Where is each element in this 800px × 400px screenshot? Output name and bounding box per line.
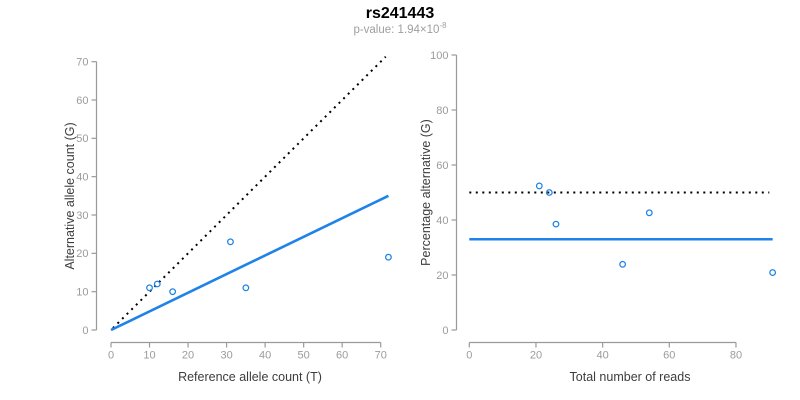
panel-counts: 0 10 20 30 40 50 60 70 0 10 20 30 40 50 60 70 Reference …: [63, 55, 392, 384]
x-tick-label: 60: [336, 350, 348, 362]
y-tick-label: 30: [76, 210, 88, 222]
x-tick-label: 50: [298, 350, 310, 362]
data-point: [769, 269, 777, 276]
data-point: [242, 284, 250, 292]
y-tick-label: 100: [430, 50, 448, 62]
y-tick-label: 50: [76, 133, 88, 145]
x-axis-title: Total number of reads: [570, 370, 691, 384]
x-tick-label: 0: [466, 350, 472, 362]
x-tick-label: 30: [220, 350, 232, 362]
x-tick-label: 80: [730, 350, 742, 362]
data-point: [169, 288, 177, 296]
y-tick-label: 10: [76, 286, 88, 298]
fit-line: [110, 194, 389, 332]
y-axis-title: Alternative allele count (G): [63, 122, 77, 269]
data-point: [227, 238, 234, 246]
figure-title: rs241443: [365, 5, 435, 22]
y-tick-label: 0: [82, 325, 88, 337]
x-tick-label: 60: [663, 350, 675, 362]
y-tick-label: 60: [76, 95, 88, 107]
x-tick-label: 70: [375, 350, 387, 362]
data-point: [645, 209, 653, 217]
y-tick-label: 20: [76, 248, 88, 260]
y-tick-label: 80: [436, 105, 448, 117]
p-value-subtitle: p-value: 1.94×10-8: [0, 21, 800, 36]
x-tick-label: 40: [597, 350, 609, 362]
y-axis-title: Percentage alternative (G): [419, 119, 433, 266]
x-tick-label: 0: [108, 350, 114, 362]
x-tick-label: 20: [530, 350, 542, 362]
y-tick-label: 60: [436, 160, 448, 172]
identity-line: [112, 55, 387, 329]
y-tick-label: 40: [436, 215, 448, 227]
y-tick-label: 0: [442, 325, 448, 337]
p-value-text: p-value: 1.94×10: [353, 23, 440, 36]
data-point: [545, 189, 553, 196]
data-point: [535, 182, 543, 190]
data-point: [146, 284, 153, 292]
x-tick-label: 10: [143, 350, 155, 362]
y-tick-label: 70: [76, 56, 88, 68]
x-tick-label: 40: [259, 350, 271, 362]
data-point: [619, 260, 627, 268]
p-value-exponent: -8: [439, 21, 447, 30]
x-axis-title: Reference allele count (T): [178, 370, 322, 384]
data-point: [552, 220, 560, 228]
data-point: [153, 280, 161, 288]
y-tick-label: 40: [76, 171, 88, 183]
x-tick-label: 20: [182, 350, 194, 362]
data-point: [384, 253, 392, 261]
panel-percentage: 0 20 40 60 80 100 0 20 40 60 80 Total number of rea…: [419, 50, 777, 384]
y-tick-label: 20: [436, 270, 448, 282]
